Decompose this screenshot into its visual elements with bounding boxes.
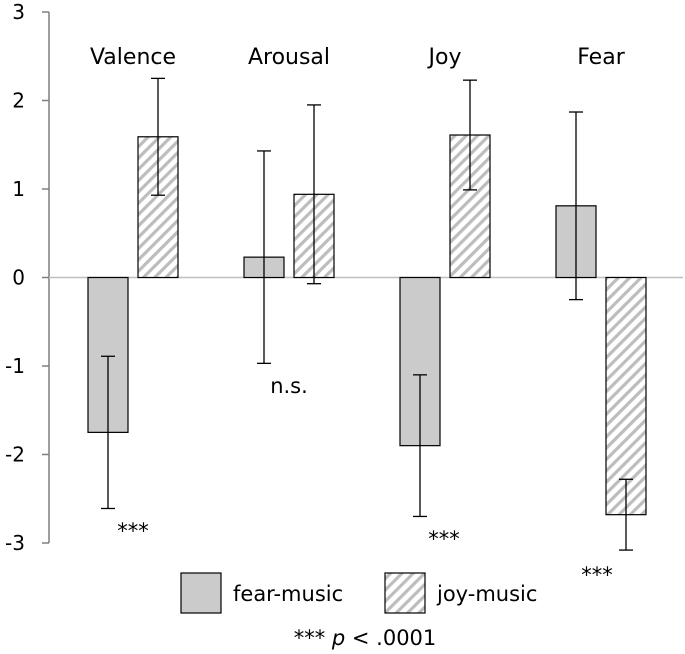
legend-label-fear-music: fear-music bbox=[233, 582, 343, 606]
y-tick-label: 0 bbox=[12, 266, 25, 290]
y-axis: 3 2 1 0 -1 -2 -3 bbox=[5, 0, 683, 555]
y-tick-label: 1 bbox=[12, 177, 25, 201]
footnote-rest: < .0001 bbox=[345, 626, 436, 650]
legend-label-joy-music: joy-music bbox=[436, 582, 537, 606]
significance-annotation: *** bbox=[581, 563, 613, 587]
y-tick-label: 3 bbox=[12, 0, 25, 24]
y-tick-label: -2 bbox=[5, 443, 25, 467]
significance-annotation: n.s. bbox=[270, 374, 308, 398]
legend-swatch-fear-music bbox=[180, 572, 222, 614]
significance-annotations: *** n.s. *** *** bbox=[117, 374, 613, 587]
category-label-joy: Joy bbox=[427, 45, 462, 70]
category-label-valence: Valence bbox=[90, 45, 176, 70]
footnote-stars: *** bbox=[294, 626, 326, 650]
footnote-p: p bbox=[331, 626, 345, 650]
significance-annotation: *** bbox=[428, 527, 460, 551]
significance-annotation: *** bbox=[117, 519, 149, 543]
legend: fear-music joy-music bbox=[180, 572, 537, 614]
bar-joy-music-fear bbox=[605, 276, 647, 516]
y-tick-label: -1 bbox=[5, 354, 25, 378]
y-tick-label: 2 bbox=[12, 89, 25, 113]
legend-swatch-joy-music bbox=[384, 572, 426, 614]
category-label-fear: Fear bbox=[577, 45, 625, 70]
category-label-arousal: Arousal bbox=[248, 45, 330, 70]
footnote: *** p < .0001 bbox=[294, 626, 437, 650]
y-tick-label: -3 bbox=[5, 531, 25, 555]
bars bbox=[87, 77, 647, 551]
category-labels: Valence Arousal Joy Fear bbox=[90, 45, 626, 70]
